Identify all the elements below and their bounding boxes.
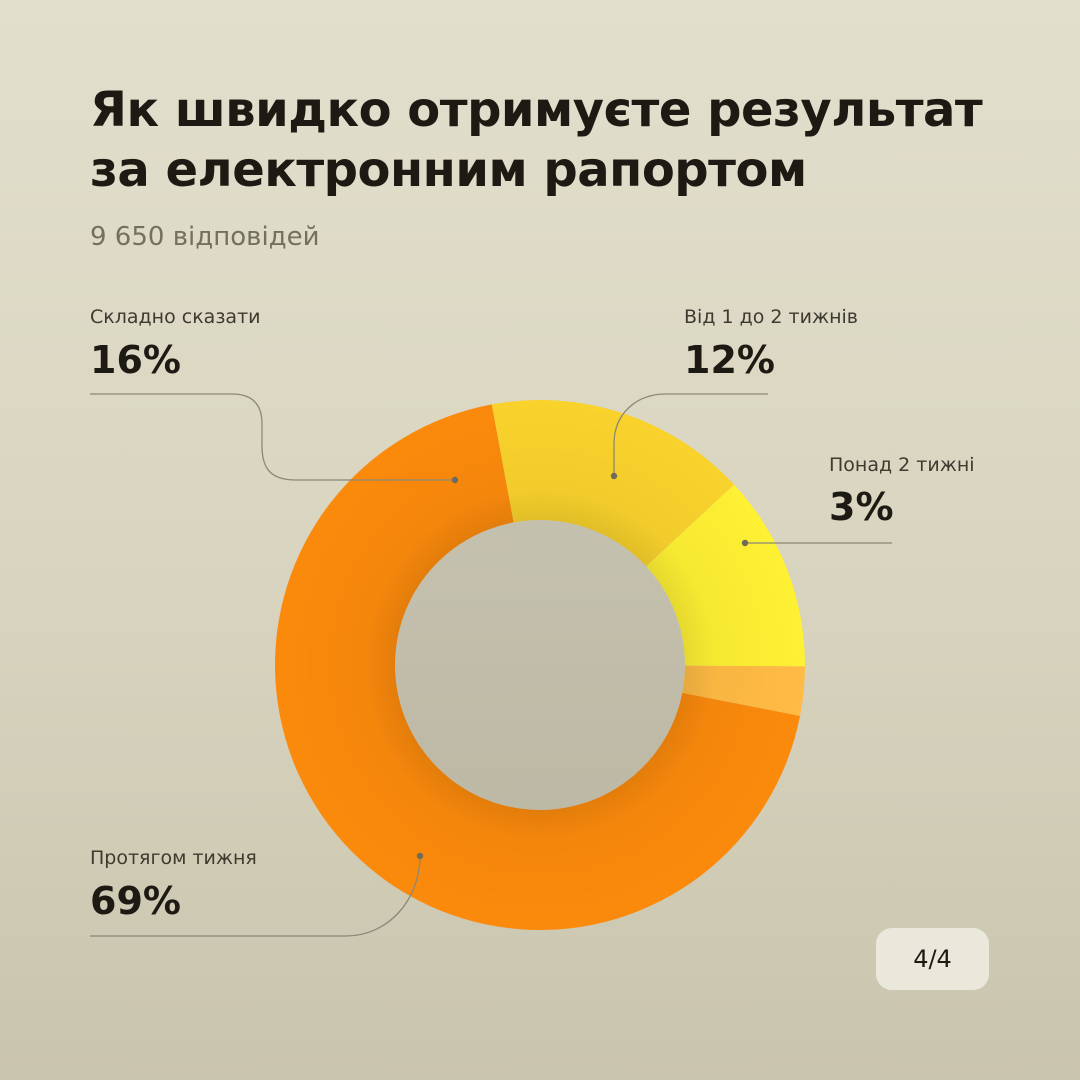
leader-dot-within-week xyxy=(416,852,424,860)
leader-line-1-to-2-weeks xyxy=(613,393,768,476)
leader-dot-over-2-weeks xyxy=(741,539,749,547)
leader-line-within-week xyxy=(90,855,421,937)
callout-label-within-week: Протягом тижня xyxy=(90,847,257,869)
leader-dot-1-to-2-weeks xyxy=(610,472,618,480)
page-title: Як швидко отримуєте результат за електро… xyxy=(90,82,983,198)
page-indicator: 4/4 xyxy=(876,928,989,990)
callout-value-within-week: 69% xyxy=(90,879,181,923)
leader-dot-hard-to-say xyxy=(451,476,459,484)
callout-label-over-2-weeks: Понад 2 тижні xyxy=(829,454,975,476)
callout-label-hard-to-say: Складно сказати xyxy=(90,306,261,328)
callout-value-over-2-weeks: 3% xyxy=(829,485,894,529)
leader-line-hard-to-say xyxy=(90,393,455,481)
callout-label-1-to-2-weeks: Від 1 до 2 тижнів xyxy=(684,306,858,328)
response-count: 9 650 відповідей xyxy=(90,222,320,252)
callout-value-hard-to-say: 16% xyxy=(90,338,181,382)
callout-value-1-to-2-weeks: 12% xyxy=(684,338,775,382)
